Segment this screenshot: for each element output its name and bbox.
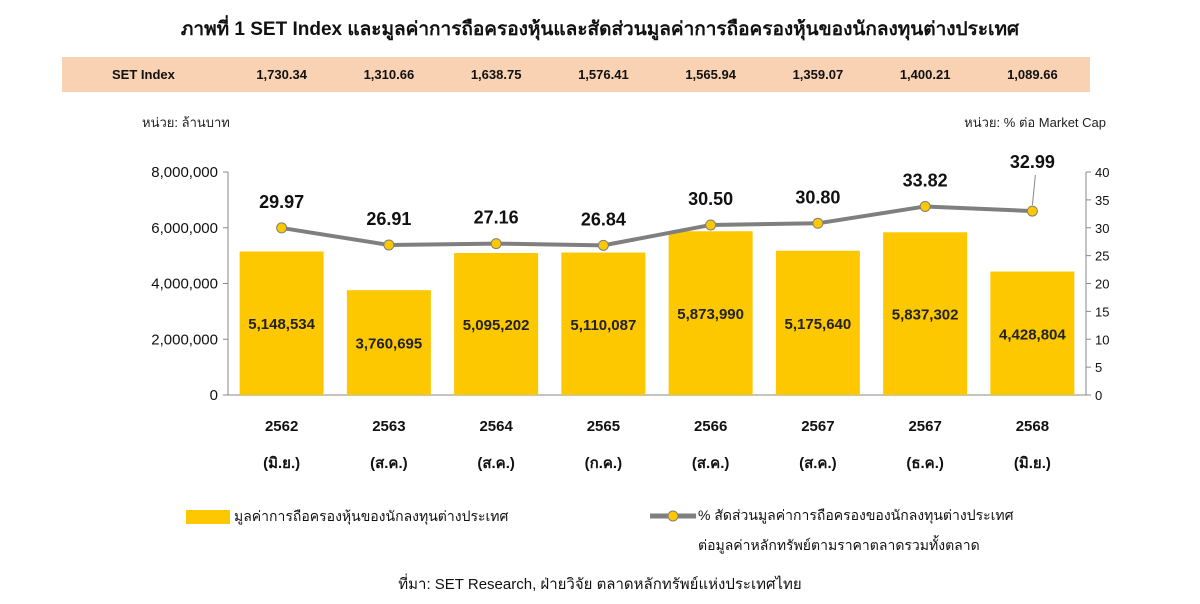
set-index-value: 1,730.34 (256, 67, 307, 82)
set-index-label: SET Index (112, 67, 175, 82)
legend-line-swatch (650, 510, 696, 522)
x-tick-label: 2567 (801, 418, 834, 435)
y-right-tick-label: 40 (1095, 165, 1109, 180)
bar-value-label: 5,110,087 (570, 317, 636, 334)
y-right-tick-label: 25 (1095, 249, 1109, 264)
bar (561, 252, 646, 395)
bar-value-label: 3,760,695 (356, 336, 423, 353)
unit-left: หน่วย: ล้านบาท (142, 115, 230, 130)
bar (775, 250, 860, 395)
legend-line-label: % สัดส่วนมูลค่าการถือครองของนักลงทุนต่าง… (698, 507, 1014, 523)
x-tick-label: 2568 (1016, 418, 1049, 435)
set-index-value: 1,576.41 (578, 67, 629, 82)
line-value-label: 32.99 (1010, 152, 1055, 172)
set-index-value: 1,565.94 (685, 67, 736, 82)
set-index-value: 1,310.66 (363, 67, 415, 82)
bar (883, 232, 968, 395)
x-tick-label: 2562 (265, 418, 298, 435)
set-index-value: 1,638.75 (470, 67, 522, 82)
y-left-tick-label: 4,000,000 (151, 276, 218, 293)
y-left-tick-label: 0 (210, 387, 218, 404)
x-tick-label: 2563 (372, 418, 405, 435)
unit-right: หน่วย: % ต่อ Market Cap (964, 115, 1106, 130)
leader-line (1031, 175, 1036, 206)
line-point (490, 238, 502, 250)
line-series (281, 204, 1033, 248)
legend-bar: มูลค่าการถือครองหุ้นของนักลงทุนต่างประเท… (186, 506, 508, 528)
x-tick-sublabel: (ธ.ค.) (906, 455, 944, 472)
y-left-tick-label: 8,000,000 (151, 164, 218, 181)
bar (346, 290, 431, 395)
bar-value-label: 5,148,534 (248, 316, 315, 333)
y-right-tick-label: 35 (1095, 193, 1109, 208)
set-index-row: SET Index 1,730.34 1,310.66 1,638.75 1,576.… (62, 57, 1090, 92)
line-point (276, 222, 288, 234)
bar-value-label: 5,175,640 (785, 316, 852, 333)
line-point (812, 217, 824, 229)
bar (454, 252, 539, 395)
x-tick-label: 2565 (587, 418, 620, 435)
legend-line-label-2: ต่อมูลค่าหลักทรัพย์ตามราคาตลาดรวมทั้งตลา… (698, 537, 980, 553)
x-tick-sublabel: (มิ.ย.) (263, 454, 300, 472)
bar-value-label: 5,095,202 (463, 317, 530, 334)
chart-title: ภาพที่ 1 SET Index และมูลค่าการถือครองหุ… (180, 19, 1020, 40)
set-index-value: 1,089.66 (1007, 67, 1058, 82)
line-value-label: 30.80 (795, 187, 840, 207)
line-point (383, 239, 395, 251)
legend-bar-label: มูลค่าการถือครองหุ้นของนักลงทุนต่างประเท… (234, 508, 509, 524)
bar (668, 231, 753, 395)
x-tick-label: 2567 (908, 418, 941, 435)
y-right-tick-label: 0 (1095, 388, 1102, 403)
line-value-label: 29.97 (259, 192, 304, 212)
y-left-tick-label: 6,000,000 (151, 220, 218, 237)
bar (990, 271, 1075, 395)
line-point (1026, 205, 1038, 217)
line-value-label: 26.84 (581, 209, 626, 229)
source-note: ที่มา: SET Research, ฝ่ายวิจัย ตลาดหลักท… (398, 576, 802, 593)
line-point (705, 219, 717, 231)
y-right-tick-label: 20 (1095, 277, 1109, 292)
line-value-label: 26.91 (366, 209, 411, 229)
x-tick-sublabel: (มิ.ย.) (1014, 454, 1051, 472)
line-point (919, 200, 931, 212)
y-right-tick-label: 5 (1095, 360, 1102, 375)
y-left-tick-label: 2,000,000 (151, 331, 218, 348)
line-value-label: 30.50 (688, 189, 733, 209)
legend-bar-swatch (186, 510, 230, 524)
legend-line: % สัดส่วนมูลค่าการถือครองของนักลงทุนต่าง… (650, 505, 1014, 557)
x-tick-sublabel: (ส.ค.) (370, 455, 408, 472)
x-tick-sublabel: (ส.ค.) (477, 455, 515, 472)
x-tick-label: 2566 (694, 418, 727, 435)
x-tick-sublabel: (ส.ค.) (692, 455, 730, 472)
line-point (597, 239, 609, 251)
x-tick-sublabel: (ก.ค.) (585, 455, 622, 472)
y-right-tick-label: 30 (1095, 221, 1109, 236)
y-right-tick-label: 10 (1095, 332, 1109, 347)
set-index-value: 1,400.21 (899, 67, 951, 82)
line-value-label: 33.82 (903, 170, 948, 190)
bar (239, 251, 324, 395)
line-value-label: 27.16 (474, 208, 519, 228)
x-tick-sublabel: (ส.ค.) (799, 455, 837, 472)
bar-value-label: 4,428,804 (999, 326, 1066, 343)
y-right-tick-label: 15 (1095, 304, 1109, 319)
x-tick-label: 2564 (479, 418, 513, 435)
set-index-value: 1,359.07 (792, 67, 844, 82)
bar-value-label: 5,837,302 (892, 307, 959, 324)
bar-value-label: 5,873,990 (677, 306, 744, 323)
